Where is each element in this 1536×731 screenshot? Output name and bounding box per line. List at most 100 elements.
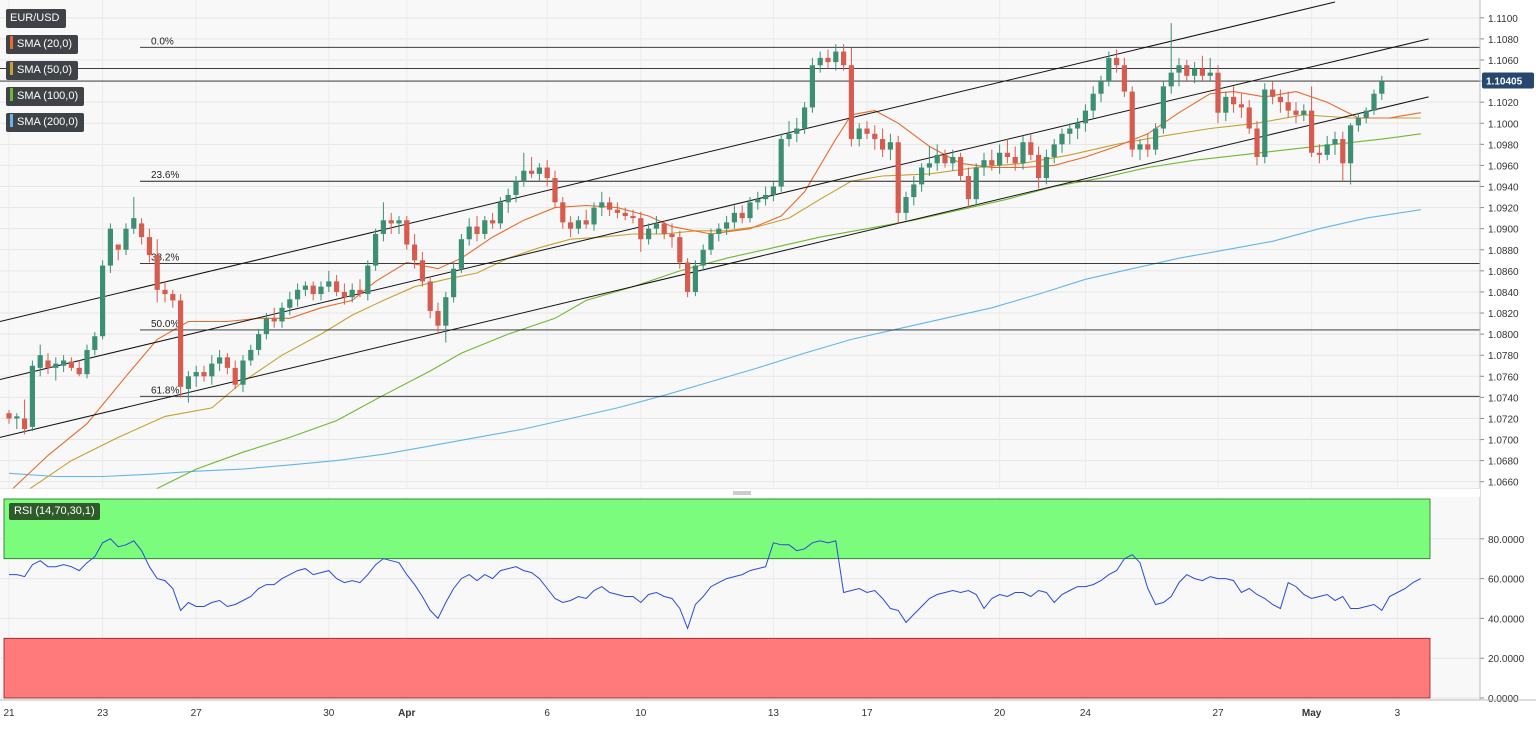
candle bbox=[1223, 91, 1229, 122]
candle bbox=[607, 197, 613, 217]
candle-body bbox=[1293, 110, 1299, 115]
sma-legend-item[interactable]: SMA (50,0) bbox=[6, 61, 79, 80]
candle-body bbox=[1371, 93, 1377, 111]
rsi-tick-label: 80.0000 bbox=[1488, 535, 1525, 546]
candle bbox=[1129, 86, 1135, 157]
time-tick-label: 24 bbox=[1080, 708, 1092, 719]
candle bbox=[1348, 123, 1354, 185]
candle-body bbox=[185, 376, 191, 389]
candle-body bbox=[1036, 154, 1042, 179]
candle bbox=[911, 175, 917, 206]
candle bbox=[201, 365, 207, 382]
candle bbox=[92, 332, 98, 356]
candle-body bbox=[1176, 65, 1182, 73]
symbol-label[interactable]: EUR/USD bbox=[6, 9, 66, 28]
candle bbox=[997, 144, 1003, 174]
candle-body bbox=[599, 202, 605, 208]
candle bbox=[131, 197, 137, 234]
candle bbox=[1067, 123, 1073, 145]
sma-legend-item[interactable]: SMA (200,0) bbox=[6, 113, 85, 132]
candle-body bbox=[139, 223, 145, 238]
price-tick-label: 1.1000 bbox=[1488, 119, 1519, 130]
candle-body bbox=[536, 167, 542, 174]
candle bbox=[630, 209, 636, 224]
candle bbox=[217, 349, 223, 372]
candle bbox=[1153, 123, 1159, 155]
candle bbox=[61, 355, 67, 373]
candle bbox=[903, 191, 909, 221]
candle bbox=[614, 202, 620, 219]
time-tick-label: 30 bbox=[323, 708, 335, 719]
pane-resize-handle[interactable] bbox=[733, 491, 751, 495]
candle-body bbox=[193, 372, 199, 377]
candle bbox=[685, 258, 691, 298]
candle bbox=[1192, 62, 1198, 84]
candle bbox=[1082, 104, 1088, 132]
candle bbox=[817, 51, 823, 73]
candle-body bbox=[349, 289, 355, 298]
candle bbox=[529, 156, 535, 179]
candle-body bbox=[482, 220, 488, 234]
candle-body bbox=[1246, 107, 1252, 129]
candle-body bbox=[1215, 72, 1221, 113]
sma-legend-item[interactable]: SMA (100,0) bbox=[6, 87, 85, 106]
candle-body bbox=[848, 65, 854, 140]
candle bbox=[661, 220, 667, 240]
sma-legend-item[interactable]: SMA (20,0) bbox=[6, 35, 79, 54]
candle bbox=[973, 163, 979, 206]
candle-body bbox=[521, 170, 527, 182]
candle-body bbox=[37, 355, 43, 368]
candle bbox=[100, 260, 106, 340]
candle bbox=[716, 223, 722, 242]
price-tick-label: 1.0940 bbox=[1488, 183, 1519, 194]
candle-body bbox=[708, 233, 714, 250]
candle-body bbox=[178, 300, 184, 387]
candle-body bbox=[84, 349, 90, 375]
candle bbox=[544, 160, 550, 187]
candle-body bbox=[154, 255, 160, 290]
candle bbox=[1363, 107, 1369, 124]
candle bbox=[115, 244, 121, 261]
candle-body bbox=[677, 237, 683, 263]
rsi-line bbox=[9, 538, 1422, 630]
candle-body bbox=[162, 289, 168, 295]
candle bbox=[240, 355, 246, 393]
candle bbox=[427, 276, 433, 319]
candle-body bbox=[61, 360, 67, 366]
candle-body bbox=[817, 57, 823, 66]
candle-body bbox=[435, 310, 441, 326]
candle bbox=[809, 57, 815, 113]
candle bbox=[1371, 89, 1377, 115]
candle bbox=[958, 152, 964, 182]
candle bbox=[1254, 121, 1260, 166]
candle-body bbox=[287, 299, 293, 308]
pane-divider[interactable] bbox=[0, 489, 1480, 497]
candle-body bbox=[1075, 123, 1081, 129]
candle bbox=[248, 344, 254, 366]
candle bbox=[1277, 89, 1283, 113]
candle-body bbox=[1059, 133, 1065, 145]
candle bbox=[1020, 135, 1026, 170]
candle bbox=[224, 353, 230, 375]
candle bbox=[568, 216, 574, 238]
candle-body bbox=[1129, 91, 1135, 150]
candle-body bbox=[310, 285, 316, 295]
candle-body bbox=[146, 237, 152, 256]
candle-body bbox=[380, 220, 386, 234]
candle-body bbox=[724, 222, 730, 229]
candle bbox=[700, 244, 706, 271]
candle bbox=[458, 233, 464, 273]
rsi-indicator-label[interactable]: RSI (14,70,30,1) bbox=[9, 503, 100, 520]
price-tick-label: 1.0700 bbox=[1488, 436, 1519, 447]
rsi-zones bbox=[3, 498, 1431, 699]
candle bbox=[185, 371, 191, 403]
candle bbox=[474, 216, 480, 242]
candle-body bbox=[68, 361, 74, 368]
candle-body bbox=[1082, 110, 1088, 124]
candle-body bbox=[279, 307, 285, 322]
candle bbox=[1379, 75, 1385, 101]
candle-body bbox=[1355, 117, 1361, 126]
candle-body bbox=[295, 289, 301, 300]
